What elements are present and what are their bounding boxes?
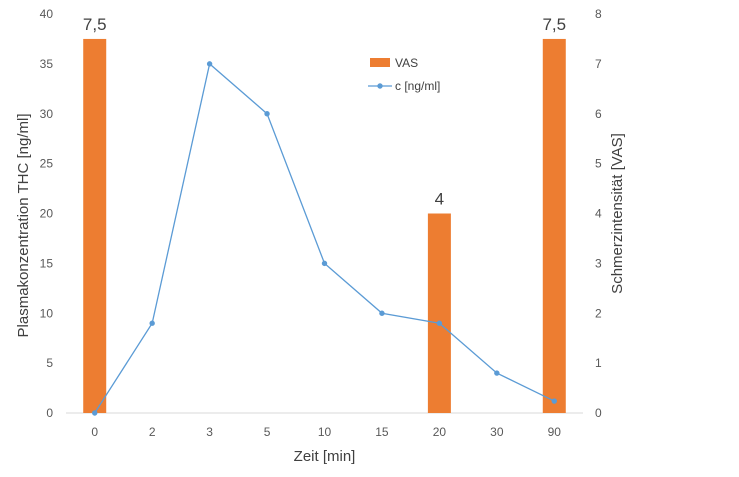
concentration-point (436, 320, 443, 326)
y-left-tick-label: 20 (40, 207, 54, 221)
concentration-point (551, 398, 557, 404)
vas-data-label: 4 (435, 190, 444, 209)
concentration-polyline (94, 62, 555, 414)
legend-vas-label: VAS (395, 56, 418, 70)
y-left-tick-label: 0 (46, 406, 53, 420)
vas-bar (542, 38, 566, 413)
y-right-tick-label: 0 (595, 406, 602, 420)
vas-data-label: 7,5 (542, 15, 566, 34)
concentration-line (92, 61, 557, 416)
legend-vas-swatch (370, 58, 390, 67)
legend-line-label: c [ng/ml] (395, 79, 440, 93)
vas-data-label: 7,5 (83, 15, 107, 34)
vas-bars (83, 38, 566, 413)
concentration-point (206, 61, 213, 67)
y-right-tick-label: 6 (595, 107, 602, 121)
y-left-axis-title: Plasmakonzentration THC [ng/ml] (15, 114, 32, 338)
x-tick-label: 10 (318, 425, 332, 439)
y-right-tick-label: 7 (595, 57, 602, 71)
y-left-tick-label: 40 (40, 7, 54, 21)
vas-bar (83, 38, 107, 413)
y-right-tick-label: 2 (595, 306, 602, 320)
x-tick-label: 20 (433, 425, 447, 439)
y-right-tick-label: 4 (595, 207, 602, 221)
x-tick-label: 2 (149, 425, 156, 439)
x-tick-label: 30 (490, 425, 504, 439)
concentration-point (149, 320, 155, 326)
data-labels: 7,5 4 7,5 (83, 15, 566, 209)
y-left-tick-label: 30 (40, 107, 54, 121)
concentration-point (494, 370, 500, 376)
y-left-tick-label: 5 (46, 356, 53, 370)
y-left-tick-label: 35 (40, 57, 54, 71)
x-tick-label: 0 (91, 425, 98, 439)
x-axis-title: Zeit [min] (294, 448, 356, 465)
y-right-tick-label: 8 (595, 7, 602, 21)
concentration-point (379, 310, 385, 316)
y-right-tick-label: 1 (595, 356, 602, 370)
y-right-tick-label: 3 (595, 256, 602, 270)
vas-bar (427, 213, 451, 413)
x-tick-label: 15 (375, 425, 389, 439)
y-right-axis-title: Schmerzintensität [VAS] (609, 133, 626, 294)
y-right-tick-label: 5 (595, 157, 602, 171)
y-left-tick-label: 25 (40, 157, 54, 171)
y-left-tick-label: 10 (40, 306, 54, 320)
concentration-point (321, 260, 328, 267)
x-tick-label: 90 (548, 425, 562, 439)
y-left-tick-label: 15 (40, 256, 54, 270)
legend: VAS c [ng/ml] (368, 56, 440, 93)
x-tick-label: 5 (264, 425, 271, 439)
concentration-point (264, 111, 270, 117)
concentration-point (92, 410, 98, 416)
x-tick-label: 3 (206, 425, 213, 439)
legend-line-marker (377, 83, 383, 89)
